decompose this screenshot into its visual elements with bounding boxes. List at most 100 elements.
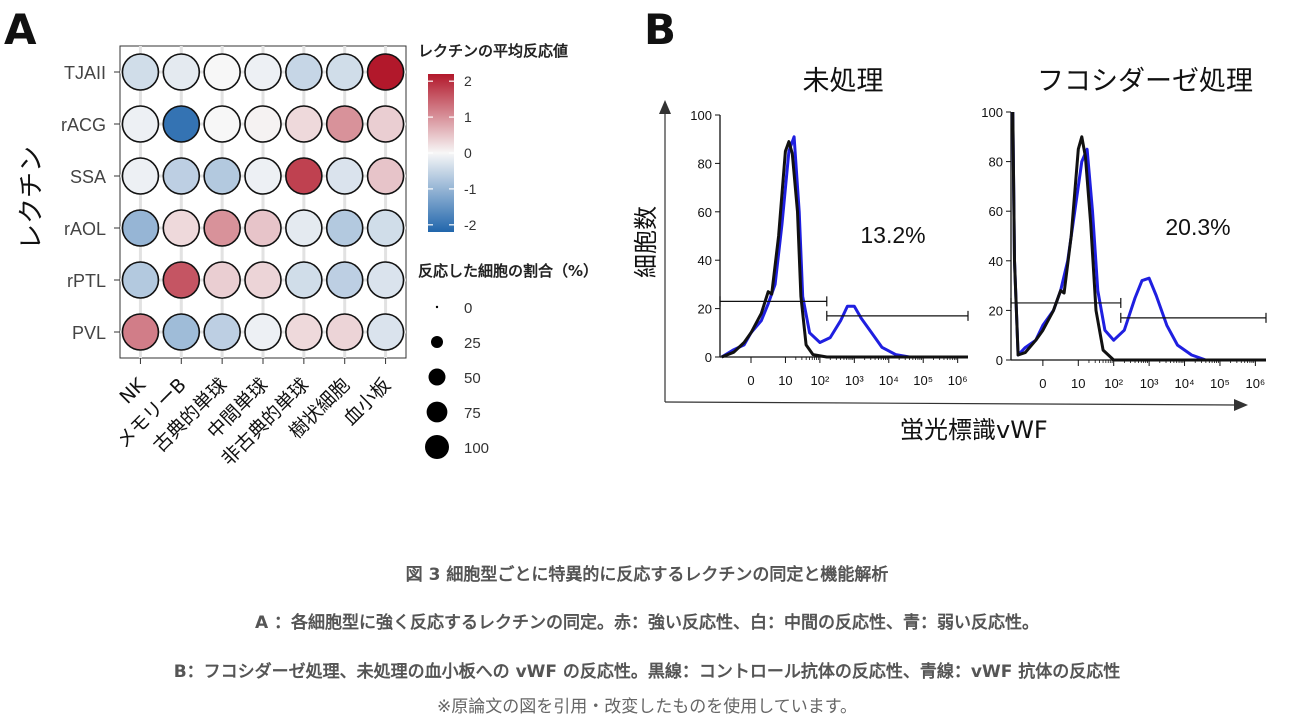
hist-x-tick-label: 10⁶ [948, 373, 968, 388]
dot-tjaii-5 [325, 53, 364, 91]
control-antibody-curve [1011, 111, 1266, 362]
histogram-title: 未処理 [803, 66, 884, 97]
colorbar-tick-label: 2 [464, 73, 472, 89]
size-legend-label: 0 [464, 300, 472, 317]
hist-y-tick-label: 40 [698, 253, 712, 268]
dot-rptl-4 [285, 261, 323, 299]
dot-racg-0 [121, 105, 160, 143]
hist-x-tick-label: 0 [747, 373, 754, 388]
hist-y-tick-label: 60 [698, 205, 712, 220]
hist-x-tick-label: 10² [810, 373, 829, 388]
dot-tjaii-1 [162, 53, 201, 91]
hist-y-tick-label: 80 [989, 155, 1003, 170]
hist-y-tick-label: 0 [705, 350, 712, 365]
size-legend-label: 100 [464, 440, 489, 457]
dot-ssa-4 [285, 157, 323, 195]
dot-rptl-0 [121, 261, 160, 299]
color-legend-title: レクチンの平均反応値 [418, 42, 568, 60]
dot-pvl-0 [121, 313, 160, 351]
dot-pvl-1 [162, 313, 201, 351]
colorbar-tick-label: -2 [464, 217, 477, 233]
dot-raol-2 [203, 209, 241, 247]
colorbar-tick-label: -1 [464, 181, 477, 197]
hist-x-tick-label: 10 [778, 373, 792, 388]
hist-y-tick-label: 100 [690, 108, 712, 123]
dot-pvl-5 [325, 313, 364, 351]
hist-x-tick-label: 10⁴ [1175, 376, 1195, 391]
size-legend-dot [435, 305, 439, 309]
hist-y-tick-label: 100 [981, 105, 1003, 120]
dot-rptl-2 [203, 261, 241, 299]
caption-panel-b: B：フコシダーゼ処理、未処理の血小板への vWF の反応性。黒線：コントロール抗… [173, 662, 1121, 682]
dot-tjaii-4 [285, 53, 323, 91]
size-legend-label: 75 [464, 405, 481, 422]
dot-ssa-5 [325, 157, 364, 195]
row-label-pvl: PVL [72, 323, 106, 343]
hist-x-tick-label: 10³ [1140, 376, 1159, 391]
colorbar-tick-label: 0 [464, 145, 472, 161]
control-antibody-curve [721, 140, 968, 359]
row-label-ssa: SSA [70, 167, 106, 187]
panel-b-y-arrowhead [659, 100, 671, 114]
hist-y-tick-label: 20 [989, 303, 1003, 318]
dot-rptl-1 [162, 261, 201, 299]
panel-b-xlabel: 蛍光標識vWF [900, 416, 1048, 444]
row-label-rptl: rPTL [67, 271, 106, 291]
dot-ssa-6 [366, 157, 405, 195]
dot-ssa-2 [203, 157, 241, 195]
dot-racg-2 [203, 105, 241, 143]
caption-note: ※原論文の図を引用・改変したものを使用しています。 [436, 697, 858, 717]
size-legend-dot [431, 336, 443, 348]
panel-a-label: A [4, 5, 37, 54]
dot-rptl-6 [366, 261, 405, 299]
col-label: 血小板 [339, 374, 395, 430]
hist-x-tick-label: 10⁶ [1245, 376, 1265, 391]
hist-x-tick-label: 10⁵ [913, 373, 933, 388]
figure-canvas: ATJAIIrACGSSArAOLrPTLPVLNKメモリーB古典的単球中間単球… [4, 5, 1267, 470]
size-legend-dot [425, 435, 449, 459]
dot-raol-6 [366, 209, 405, 247]
dot-raol-3 [244, 209, 282, 247]
panel-b-ylabel: 細胞数 [632, 206, 660, 278]
gate-percent-label: 20.3% [1165, 214, 1230, 240]
histogram-panel-1: 未処理 0 20 40 60 80 100 0 10 10² 10³ 10⁴ 10⁵ 10⁶ 13.2% [690, 66, 969, 388]
size-legend-label: 50 [464, 370, 481, 387]
dot-racg-5 [325, 105, 364, 143]
panel-a-ylabel: レクチン [17, 146, 47, 250]
vwf-antibody-curve [720, 135, 968, 359]
dot-pvl-4 [285, 313, 323, 351]
panel-b-label: B [644, 5, 676, 54]
dot-tjaii-0 [121, 53, 160, 91]
dot-rptl-5 [325, 261, 364, 299]
dot-raol-4 [285, 209, 323, 247]
dot-tjaii-6 [366, 53, 405, 91]
dot-tjaii-2 [203, 53, 241, 91]
hist-y-tick-label: 80 [698, 156, 712, 171]
hist-y-tick-label: 0 [996, 353, 1003, 368]
hist-x-tick-label: 10 [1071, 376, 1085, 391]
hist-x-tick-label: 10³ [845, 373, 864, 388]
dot-racg-3 [244, 105, 282, 143]
dot-raol-5 [325, 209, 364, 247]
row-label-racg: rACG [61, 115, 106, 135]
panel-b-x-arrowhead [1234, 399, 1248, 411]
caption-panel-a: A ：各細胞型に強く反応するレクチンの同定。赤：強い反応性、白：中間の反応性、青… [254, 613, 1040, 633]
dot-racg-1 [162, 105, 201, 143]
hist-x-tick-label: 10⁴ [879, 373, 899, 388]
histogram-title: フコシダーゼ処理 [1037, 66, 1253, 97]
hist-x-tick-label: 10² [1104, 376, 1123, 391]
dot-raol-1 [162, 209, 201, 247]
size-legend-label: 25 [464, 335, 481, 352]
caption-title: 図 3 細胞型ごとに特異的に反応するレクチンの同定と機能解析 [405, 565, 889, 585]
dot-raol-0 [121, 209, 160, 247]
dot-pvl-6 [366, 313, 405, 351]
dot-rptl-3 [244, 261, 282, 299]
size-legend-dot [426, 401, 448, 423]
dot-racg-6 [366, 105, 405, 143]
panel-b-x-arrow [664, 401, 1237, 406]
dot-ssa-1 [162, 157, 201, 195]
dot-pvl-3 [244, 313, 282, 351]
gate-percent-label: 13.2% [860, 222, 925, 248]
histogram-panel-2: フコシダーゼ処理 0 20 40 60 80 100 0 10 10² 10³ 10⁴ 10⁵ 10⁶ 20… [981, 66, 1267, 391]
size-legend-dot [428, 368, 446, 386]
